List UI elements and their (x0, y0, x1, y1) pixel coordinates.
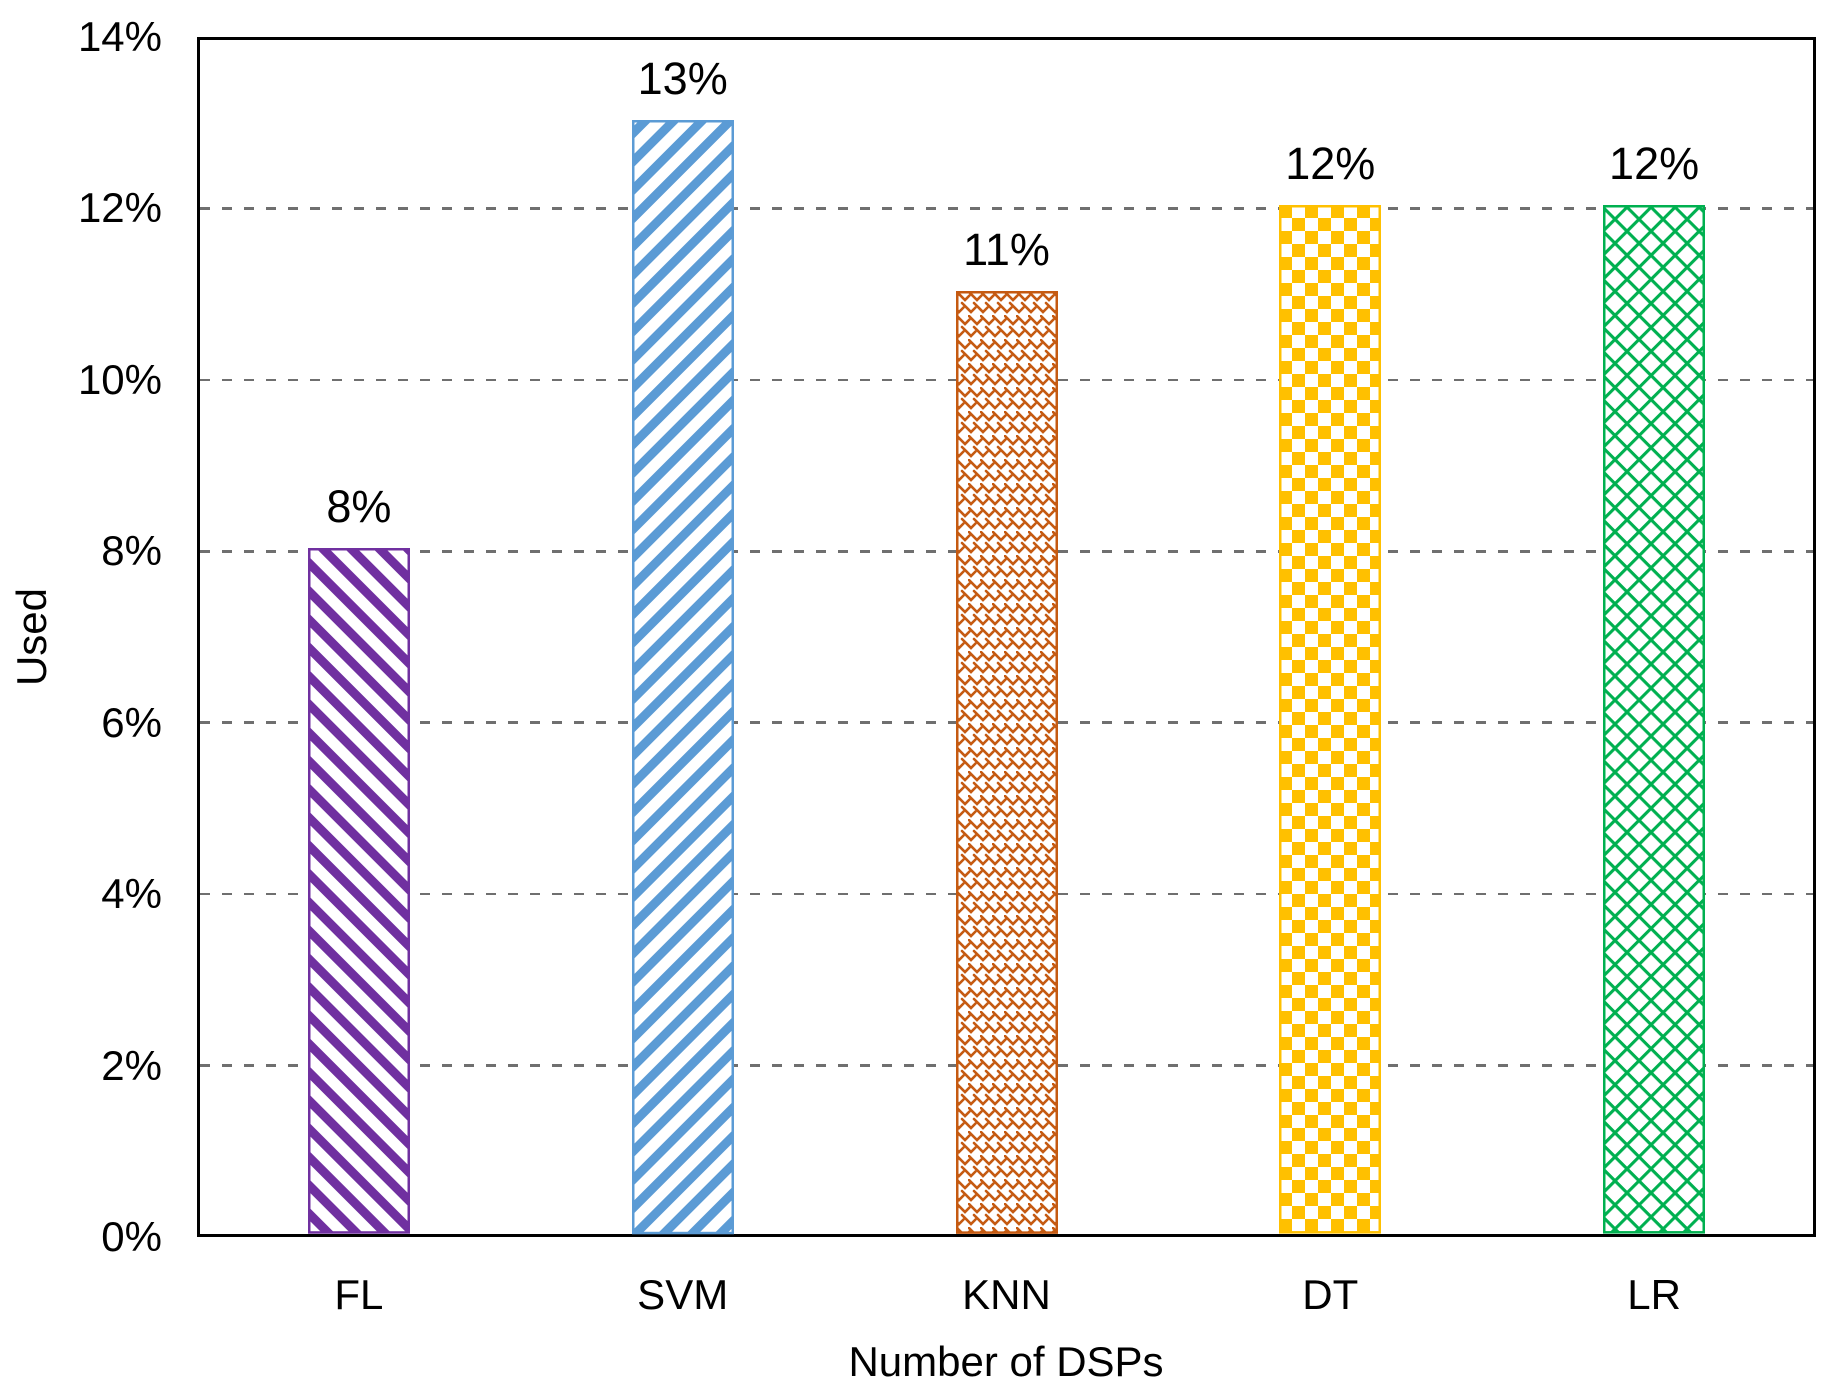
y-tick-label-8pct: 8% (101, 527, 162, 575)
bar-knn (955, 291, 1058, 1235)
x-category-label-knn: KNN (962, 1271, 1051, 1318)
x-category-label-svm: SVM (637, 1271, 729, 1318)
bar-value-label-lr: 12% (1609, 138, 1700, 190)
x-category-label-fl: FL (334, 1271, 384, 1318)
bar-value-label-knn: 11% (963, 224, 1050, 276)
gridline-12pct (200, 207, 1813, 210)
x-category-label-lr: LR (1627, 1271, 1681, 1318)
bar-value-label-dt: 12% (1285, 138, 1376, 190)
y-tick-label-6pct: 6% (101, 698, 162, 746)
bar-lr (1603, 205, 1706, 1235)
bar-fl (307, 548, 410, 1235)
y-tick-label-2pct: 2% (101, 1041, 162, 1089)
plot-area (197, 37, 1816, 1237)
y-tick-label-12pct: 12% (77, 184, 162, 232)
y-tick-label-0pct: 0% (101, 1213, 162, 1260)
x-axis-title: Number of DSPs (848, 1338, 1164, 1385)
bar-value-label-svm: 13% (637, 52, 728, 104)
y-tick-label-4pct: 4% (101, 870, 162, 918)
bar-svm (631, 119, 734, 1235)
y-axis-title: Used (8, 587, 55, 687)
x-category-label-dt: DT (1302, 1271, 1359, 1318)
y-tick-label-14pct: 14% (77, 13, 162, 60)
bar-dt (1279, 205, 1382, 1235)
bar-value-label-fl: 8% (326, 481, 392, 533)
y-tick-label-10pct: 10% (77, 355, 162, 403)
